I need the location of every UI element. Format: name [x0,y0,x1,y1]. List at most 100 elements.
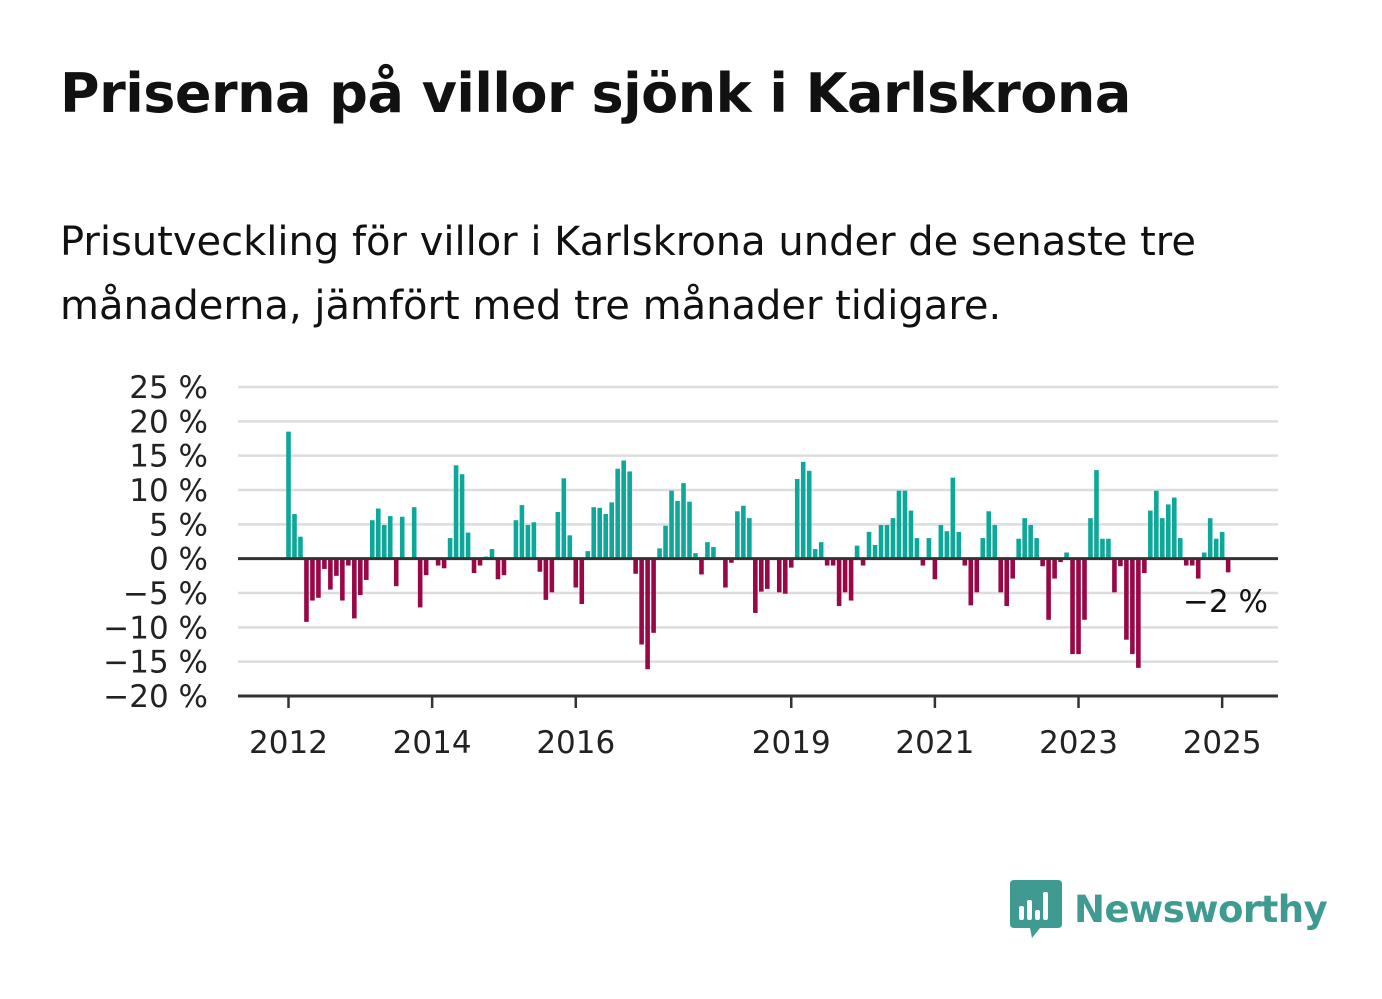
bar [950,477,956,559]
bar [316,558,321,598]
bar [878,525,884,559]
newsworthy-bars-icon [1010,880,1062,938]
chart-subtitle: Prisutveckling för villor i Karlskrona u… [60,219,1196,329]
bar [573,558,579,588]
bar [759,558,764,592]
bar [286,431,291,559]
bar [657,548,662,559]
bar [848,558,854,601]
bar [387,516,393,559]
bar [597,507,603,559]
bar [938,525,944,559]
bar [932,558,938,580]
bar [1022,518,1027,559]
bar [423,558,429,576]
bar [1130,558,1135,655]
bar [1136,558,1141,668]
bar [537,558,543,572]
bar [453,465,459,559]
brand-name: Newsworthy [1074,887,1328,931]
bar [621,460,626,559]
x-tick-label: 2012 [249,725,328,761]
bar [1046,558,1051,620]
y-tick-label: 5 % [149,507,208,543]
bar [669,490,674,559]
bar [860,558,866,566]
bar [1165,504,1171,559]
bar [639,558,644,645]
bar [753,558,758,613]
bar [693,553,698,559]
y-tick-label: 0 % [149,542,208,578]
x-tick-label: 2025 [1183,725,1262,761]
bar [435,558,441,566]
bar [956,531,962,559]
bar [1106,538,1111,559]
bar [1052,558,1057,579]
bar [1112,558,1117,593]
bar-series [286,431,1231,670]
bar [884,525,890,559]
bar [914,538,920,559]
bar [561,478,567,559]
bar [555,511,561,559]
y-tick-label: 10 % [129,473,208,509]
bar [633,558,638,574]
x-tick-label: 2019 [752,725,831,761]
bar [393,558,399,587]
bar [705,542,710,559]
bar [968,558,974,606]
y-tick-label: −20 % [103,679,208,715]
bar [627,471,632,559]
bar [800,461,806,559]
bar [519,505,525,559]
bar [1016,538,1021,559]
bar [1219,531,1225,559]
bar [782,558,788,594]
bar [830,558,836,566]
bar [1207,518,1213,559]
bar [477,558,483,566]
bar [1201,552,1207,559]
bar [1148,510,1153,559]
bar [902,490,908,559]
bar [687,501,692,559]
bar [1082,558,1087,620]
bar [471,558,477,574]
bar [585,551,591,559]
bar [310,558,315,601]
bar [459,474,465,559]
bar [806,470,812,559]
x-tick-label: 2023 [1039,725,1118,761]
bar [381,525,387,559]
bar [842,558,848,593]
y-tick-label: −10 % [103,610,208,646]
bar [1004,558,1009,607]
bar [711,546,716,559]
chart-title: Priserna på villor sjönk i Karlskrona [60,62,1131,125]
bar [699,558,704,575]
bar [998,558,1004,593]
axes [238,557,1278,708]
bar [334,558,339,576]
bar [872,544,878,559]
bar [1118,558,1123,567]
bar [747,518,752,559]
bar [489,549,495,559]
bar [417,558,423,608]
bar [411,507,417,559]
bar [441,558,447,569]
bar [645,558,650,670]
newsworthy-logo[interactable]: Newsworthy [1010,878,1328,940]
bar [1064,552,1069,559]
bar [603,514,609,559]
bar [513,520,519,559]
bar [298,536,303,559]
y-tick-label: 15 % [129,439,208,475]
bar [579,558,585,604]
bar [836,558,842,607]
bar [1124,558,1129,640]
bar [358,558,363,596]
bar [1183,558,1189,566]
